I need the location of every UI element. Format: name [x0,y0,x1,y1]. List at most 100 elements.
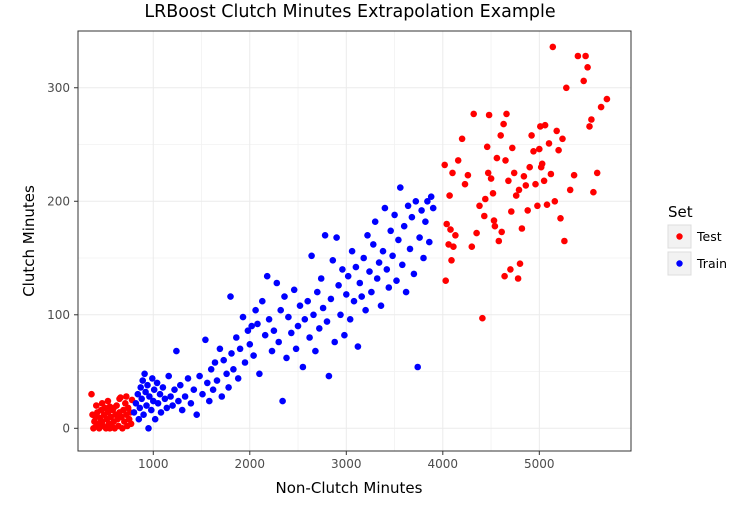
data-point-test [586,123,593,130]
data-point-test [450,243,457,250]
data-point-train [375,259,383,266]
data-point-train [159,384,167,391]
data-point-train [142,388,149,396]
data-point-train [177,381,184,389]
data-point-train [211,359,219,366]
x-tick-label: 2000 [235,457,266,471]
data-point-train [151,415,159,423]
data-point-test [574,52,582,60]
data-point-train [341,331,348,339]
data-point-test [498,228,506,236]
data-point-train [429,204,437,212]
data-point-test [447,226,454,233]
data-point-train [329,257,337,264]
data-point-train [314,288,321,296]
data-point-train [204,379,211,387]
data-point-train [202,336,209,344]
data-point-test [485,111,493,119]
data-point-test [597,103,605,111]
data-point-train [368,288,375,296]
data-point-test [470,110,478,118]
data-point-train [165,372,172,380]
data-point-train [335,282,342,289]
data-point-train [244,327,252,335]
data-point-train [371,218,379,225]
data-point-train [196,372,203,380]
data-point-train [321,232,329,239]
data-point-train [175,397,182,405]
data-point-train [343,291,350,298]
data-point-test [584,64,591,71]
data-point-test [476,202,483,210]
data-point-train [143,402,150,409]
data-point-train [169,402,176,409]
data-point-train [148,406,155,414]
data-point-test [464,171,472,179]
data-point-test [514,275,522,282]
data-point-test [555,146,562,154]
data-point-test [559,135,566,143]
data-point-test [491,222,499,230]
data-point-train [285,313,292,321]
data-point-test [543,201,551,208]
data-point-test [520,173,528,180]
data-point-train [171,386,178,394]
plot-panel-border [77,30,632,452]
data-point-test [482,195,489,203]
data-point-train [344,272,352,280]
legend: Set Test Train [667,203,727,276]
data-point-train [265,316,273,323]
data-point-train [281,293,288,300]
data-point-train [354,343,362,350]
x-tick-label: 3000 [331,457,362,471]
data-point-train [310,311,317,319]
data-point-train [227,293,234,300]
y-tick-label: 200 [47,194,70,208]
data-point-train [270,327,278,335]
data-point-test [449,169,456,177]
data-point-test [508,208,515,215]
data-point-train [178,406,186,414]
data-point-train [312,347,319,355]
data-point-test [116,395,123,403]
data-point-train [377,302,385,310]
data-point-train [294,322,302,330]
data-point-train [360,254,368,262]
data-point-train [414,363,422,371]
data-point-train [339,266,346,273]
data-point-test [522,182,530,189]
y-tick-label: 0 [62,421,70,435]
data-point-train [316,325,323,332]
data-points [88,43,611,432]
data-point-test [473,229,480,237]
data-point-train [136,404,144,412]
data-point-train [427,193,435,200]
data-point-train [381,204,389,212]
data-point-train [230,366,237,373]
data-point-train [209,386,217,394]
data-point-train [225,384,232,391]
data-point-train [241,359,249,366]
data-point-train [261,331,269,339]
data-point-test [106,425,114,432]
data-point-test [526,163,533,171]
data-point-test [545,140,553,147]
data-point-train [364,232,371,239]
data-point-train [325,372,333,380]
data-point-train [337,311,344,319]
data-point-test [88,390,95,398]
data-point-train [218,393,226,400]
data-point-test [534,202,541,210]
data-point-test [123,393,130,400]
data-point-test [582,52,589,60]
data-point-train [137,384,144,391]
data-point-train [153,379,161,387]
data-point-test [483,143,491,151]
data-point-train [299,363,307,371]
data-point-train [418,207,425,214]
data-point-test [603,95,611,103]
data-point-train [410,270,418,278]
data-point-train [268,347,276,355]
data-point-train [167,393,174,400]
data-point-train [383,266,391,273]
